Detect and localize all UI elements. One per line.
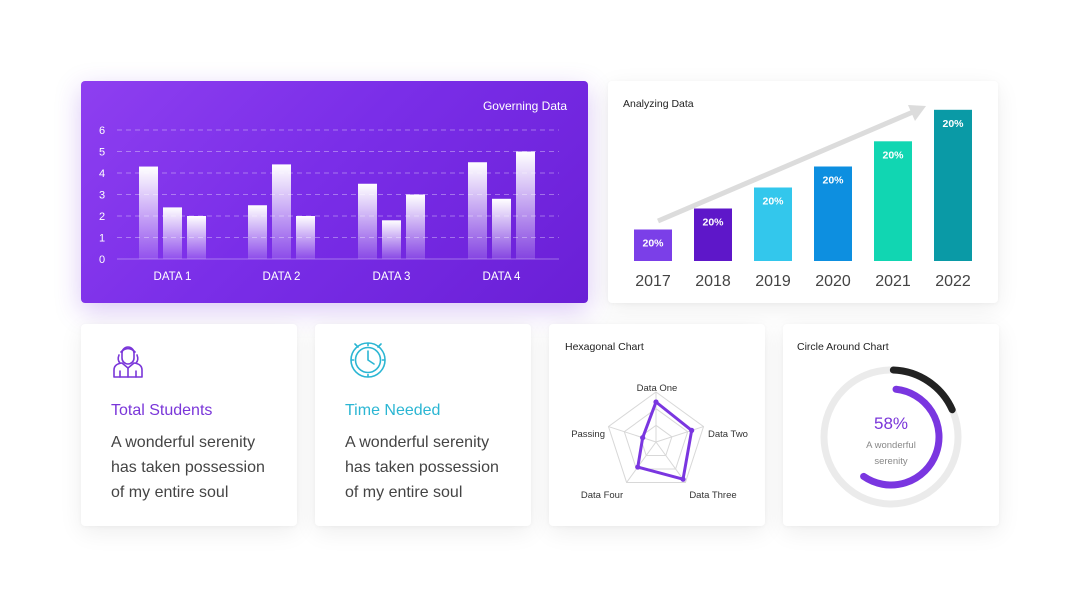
total-students-card: Total Students A wonderful serenity has … <box>81 324 297 526</box>
radar-axis <box>655 441 686 483</box>
y-tick-label: 2 <box>99 211 105 223</box>
analyzing-data-chart: Analyzing Data 20% 2017 20% 2018 20% 2019 20% 2… <box>623 98 972 290</box>
radar-series <box>636 400 694 481</box>
x-tick-label: DATA 4 <box>483 271 522 283</box>
bar <box>694 208 732 261</box>
y-tick-label: 0 <box>99 254 105 266</box>
radar-point <box>635 464 641 470</box>
x-tick-label: 2020 <box>815 273 851 290</box>
bar <box>874 141 912 261</box>
radar-axis <box>608 426 657 443</box>
donut-progress-arc <box>860 385 943 489</box>
donut-caption-line: A wonderful <box>866 440 916 451</box>
y-tick-label: 3 <box>99 190 105 202</box>
radar-axis <box>655 426 704 443</box>
text-line: has taken possession <box>345 459 499 476</box>
student-icon <box>113 346 143 378</box>
radar-axis-label: Passing <box>571 429 605 440</box>
radar-axis-label: Data Four <box>581 490 623 501</box>
bar <box>296 216 315 259</box>
radar-axis-label: Data Three <box>689 490 736 501</box>
bar <box>516 151 535 259</box>
x-tick-label: 2017 <box>635 273 671 290</box>
x-tick-label: DATA 1 <box>154 271 192 283</box>
donut-outer-arc <box>889 366 956 414</box>
data-label: 20% <box>942 118 964 130</box>
clock-icon <box>350 342 386 378</box>
text-line: of my entire soul <box>111 484 229 501</box>
x-tick-label: 2018 <box>695 273 731 290</box>
total-students-heading: Total Students <box>111 402 213 419</box>
hexagonal-chart-title: Hexagonal Chart <box>565 341 644 353</box>
text-line: A wonderful serenity <box>111 434 256 451</box>
radar-axis-label: Data One <box>637 383 678 394</box>
bar <box>163 207 182 259</box>
bar <box>814 166 852 261</box>
radar-point <box>680 476 686 482</box>
circle-chart-title: Circle Around Chart <box>797 341 889 353</box>
total-students-text: A wonderful serenity has taken possessio… <box>111 430 265 505</box>
bar <box>754 187 792 261</box>
time-needed-heading: Time Needed <box>345 402 441 419</box>
y-tick-label: 4 <box>99 168 105 180</box>
data-label: 20% <box>822 175 844 187</box>
governing-data-title: Governing Data <box>483 99 567 113</box>
donut-value-label: 58% <box>874 414 908 433</box>
data-label: 20% <box>762 196 784 208</box>
bar <box>382 220 401 259</box>
radar-grid-ring <box>607 391 705 483</box>
text-line: of my entire soul <box>345 484 463 501</box>
x-tick-label: DATA 3 <box>373 271 411 283</box>
x-tick-label: 2019 <box>755 273 791 290</box>
governing-data-chart: Governing Data 0 1 2 3 4 5 6 DATA 1 DATA 2 DATA 3… <box>99 99 567 283</box>
text-line: has taken possession <box>111 459 265 476</box>
analyzing-data-title: Analyzing Data <box>623 98 694 110</box>
radar-axis-label: Data Two <box>708 429 748 440</box>
bar <box>468 162 487 259</box>
bar <box>406 194 425 259</box>
text-line: A wonderful serenity <box>345 434 490 451</box>
governing-data-card: Governing Data 0 1 2 3 4 5 6 DATA 1 DATA 2 DATA 3… <box>81 81 588 303</box>
bar <box>492 198 511 259</box>
bar <box>248 205 267 259</box>
x-tick-label: 2021 <box>875 273 911 290</box>
circle-around-chart: Circle Around Chart 58% A wonderful sere… <box>797 341 962 508</box>
data-label: 20% <box>642 238 664 250</box>
hexagonal-chart-card: Hexagonal Chart Data One Data Two Data Thr… <box>549 324 765 526</box>
y-tick-label: 6 <box>99 125 105 137</box>
analyzing-data-card: Analyzing Data 20% 2017 20% 2018 20% 2019 20% 2… <box>608 81 998 303</box>
bar <box>634 229 672 261</box>
trend-arrow <box>657 105 926 224</box>
x-tick-label: 2022 <box>935 273 971 290</box>
donut-caption-line: serenity <box>874 456 908 467</box>
bar <box>187 216 206 259</box>
bar <box>139 166 158 259</box>
time-needed-text: A wonderful serenity has taken possessio… <box>345 430 499 505</box>
data-label: 20% <box>702 217 724 229</box>
x-tick-label: DATA 2 <box>263 271 301 283</box>
data-label: 20% <box>882 149 904 161</box>
circle-chart-card: Circle Around Chart 58% A wonderful sere… <box>783 324 999 526</box>
bar <box>934 109 972 261</box>
hexagonal-chart: Hexagonal Chart Data One Data Two Data Thr… <box>565 341 748 501</box>
bar <box>272 164 291 259</box>
radar-point <box>640 435 646 441</box>
radar-point <box>689 427 695 434</box>
time-needed-card: Time Needed A wonderful serenity has tak… <box>315 324 531 526</box>
radar-axis <box>626 441 657 483</box>
y-tick-label: 5 <box>99 147 105 159</box>
radar-point <box>653 399 659 405</box>
radar-grid-ring <box>623 408 689 470</box>
bar <box>358 183 377 259</box>
y-tick-label: 1 <box>99 233 105 245</box>
